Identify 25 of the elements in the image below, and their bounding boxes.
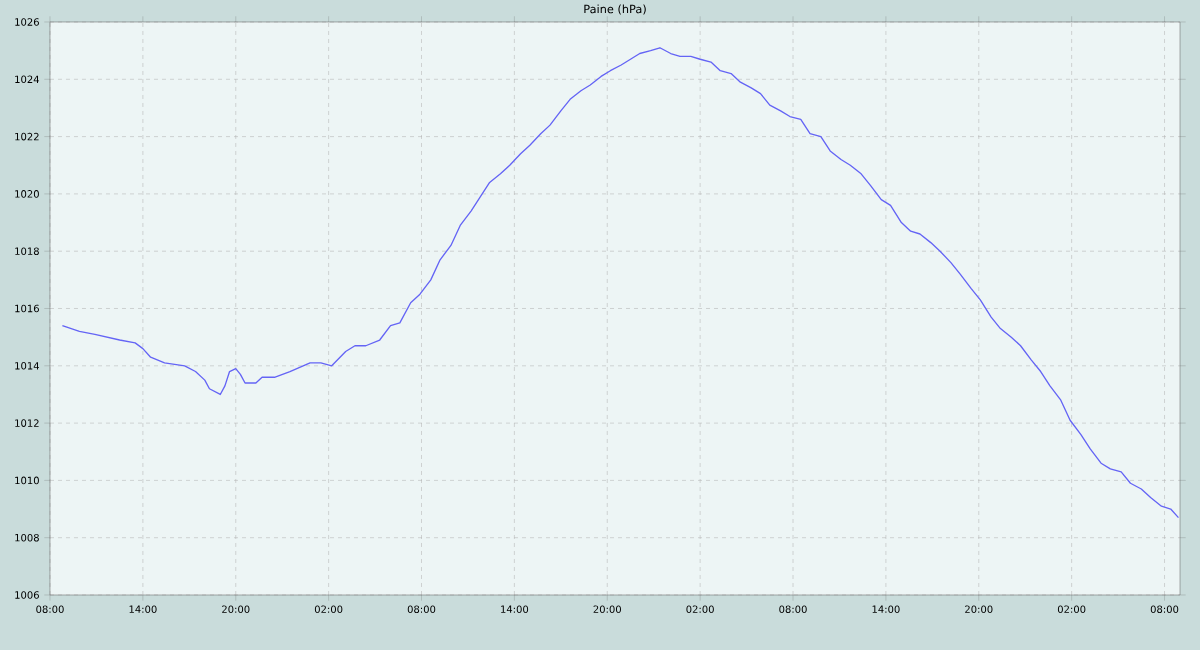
y-tick-label: 1018 — [15, 247, 39, 255]
x-tick-label: 08:00 — [36, 605, 64, 613]
x-tick-label: 20:00 — [222, 605, 250, 613]
chart-title: Paine (hPa) — [584, 4, 646, 15]
y-tick-label: 1026 — [15, 18, 39, 26]
x-tick-label: 14:00 — [501, 605, 529, 613]
y-tick-label: 1024 — [15, 75, 40, 84]
x-tick-label: 08:00 — [1150, 605, 1179, 613]
x-tick-label: 08:00 — [779, 605, 807, 613]
y-tick-label: 1014 — [15, 362, 40, 370]
x-tick-label: 14:00 — [129, 605, 157, 613]
x-tick-label: 20:00 — [965, 605, 993, 613]
y-tick-label: 1012 — [15, 419, 39, 427]
y-tick-label: 1022 — [15, 132, 39, 141]
x-tick-label: 08:00 — [407, 605, 436, 613]
y-tick-label: 1008 — [15, 533, 39, 542]
x-tick-label: 02:00 — [1057, 605, 1086, 613]
x-tick-label: 02:00 — [686, 605, 714, 613]
x-tick-label: 20:00 — [593, 605, 621, 613]
y-tick-label: 1006 — [15, 591, 39, 599]
y-tick-label: 1020 — [15, 190, 39, 198]
x-tick-label: 14:00 — [872, 605, 900, 613]
x-tick-label: 02:00 — [314, 605, 343, 613]
y-tick-label: 1016 — [15, 304, 39, 313]
y-tick-label: 1010 — [15, 476, 39, 485]
